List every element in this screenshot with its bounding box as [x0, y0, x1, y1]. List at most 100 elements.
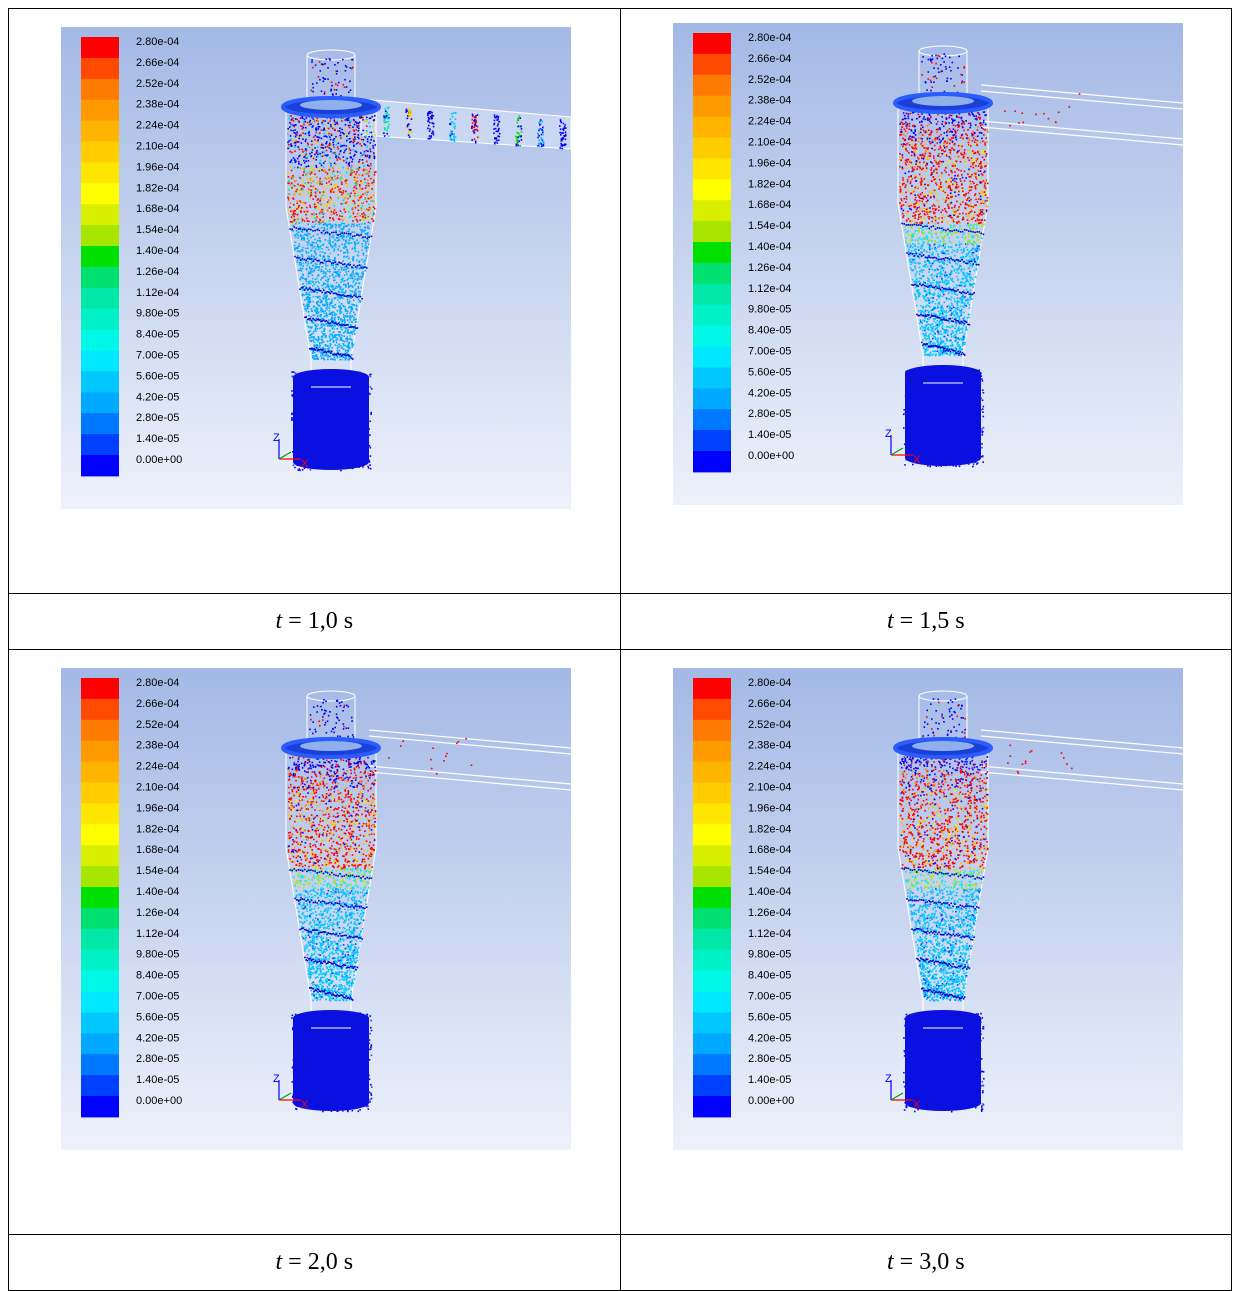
legend-label: 1.68e-04	[136, 203, 179, 215]
legend-swatch	[81, 121, 119, 142]
legend-label: 1.26e-04	[748, 262, 791, 274]
simulation-render: 2.80e-042.66e-042.52e-042.38e-042.24e-04…	[673, 23, 1183, 505]
legend-label: 2.38e-04	[136, 740, 179, 752]
legend-swatch	[81, 204, 119, 225]
legend-swatch	[693, 158, 731, 179]
legend-swatch	[693, 242, 731, 263]
legend-swatch	[81, 992, 119, 1013]
legend-swatch	[693, 1012, 731, 1033]
legend-swatch	[693, 762, 731, 783]
legend-label: 2.80e-04	[136, 677, 179, 689]
axis-z-label: Z	[273, 432, 280, 444]
legend-swatch	[693, 75, 731, 96]
legend-label: 1.26e-04	[136, 907, 179, 919]
axis-x-label: X	[913, 1099, 921, 1111]
legend-swatch	[81, 1033, 119, 1054]
legend-label: 9.80e-05	[748, 304, 791, 316]
inlet-collar	[283, 98, 379, 116]
axis-z-label: Z	[885, 428, 892, 440]
legend-label: 0.00e+00	[748, 450, 794, 462]
legend-label: 2.10e-04	[136, 141, 179, 153]
legend-swatch	[693, 451, 731, 472]
simulation-render: 2.80e-042.66e-042.52e-042.38e-042.24e-04…	[61, 27, 571, 509]
legend-swatch	[693, 866, 731, 887]
legend-swatch	[693, 971, 731, 992]
legend-label: 2.52e-04	[136, 78, 179, 90]
legend-label: 8.40e-05	[136, 970, 179, 982]
legend-label: 2.80e-05	[136, 1053, 179, 1065]
axis-x-label: X	[301, 458, 309, 470]
legend-label: 4.20e-05	[748, 1032, 791, 1044]
legend-swatch	[693, 950, 731, 971]
legend-label: 1.40e-05	[748, 1074, 791, 1086]
axis-x-label: X	[301, 1099, 309, 1111]
legend-label: 1.54e-04	[136, 865, 179, 877]
legend-swatch	[81, 246, 119, 267]
legend-swatch	[693, 1054, 731, 1075]
legend-swatch	[693, 803, 731, 824]
legend-label: 2.24e-04	[136, 761, 179, 773]
legend-swatch	[693, 720, 731, 741]
dust-hopper	[293, 1010, 369, 1111]
legend-swatch	[693, 845, 731, 866]
legend-swatch	[81, 699, 119, 720]
legend-label: 0.00e+00	[748, 1095, 794, 1107]
legend-label: 2.38e-04	[748, 95, 791, 107]
legend-swatch	[81, 762, 119, 783]
legend-swatch	[81, 434, 119, 455]
legend-swatch	[81, 908, 119, 929]
legend-label: 1.40e-04	[748, 241, 791, 253]
legend-swatch	[81, 720, 119, 741]
legend-label: 1.82e-04	[136, 823, 179, 835]
inlet-collar	[895, 94, 991, 112]
legend-label: 2.10e-04	[748, 137, 791, 149]
legend-label: 1.82e-04	[748, 178, 791, 190]
legend-label: 1.96e-04	[136, 802, 179, 814]
legend-label: 2.24e-04	[136, 120, 179, 132]
legend-label: 2.10e-04	[748, 782, 791, 794]
legend-swatch	[693, 1075, 731, 1096]
legend-swatch	[693, 305, 731, 326]
legend-label: 2.66e-04	[748, 698, 791, 710]
legend-swatch	[81, 1096, 119, 1117]
legend-label: 1.40e-04	[748, 886, 791, 898]
legend-label: 1.82e-04	[136, 182, 179, 194]
legend-label: 4.20e-05	[136, 391, 179, 403]
legend-label: 1.40e-04	[136, 886, 179, 898]
dust-hopper	[905, 1010, 981, 1111]
legend-swatch	[81, 330, 119, 351]
legend-swatch	[693, 678, 731, 699]
legend-swatch	[81, 887, 119, 908]
legend-label: 2.80e-05	[748, 1053, 791, 1065]
legend-swatch	[81, 79, 119, 100]
legend-label: 5.60e-05	[748, 366, 791, 378]
legend-swatch	[81, 741, 119, 762]
legend-swatch	[81, 267, 119, 288]
legend-swatch	[693, 783, 731, 804]
legend-swatch	[81, 455, 119, 476]
legend-swatch	[693, 33, 731, 54]
legend-swatch	[81, 866, 119, 887]
legend-label: 1.40e-05	[748, 429, 791, 441]
legend-label: 1.96e-04	[748, 802, 791, 814]
legend-swatch	[693, 699, 731, 720]
legend-swatch	[693, 347, 731, 368]
legend-swatch	[81, 100, 119, 121]
legend-label: 7.00e-05	[136, 350, 179, 362]
legend-label: 1.12e-04	[748, 283, 791, 295]
legend-swatch	[693, 221, 731, 242]
axis-z-label: Z	[273, 1073, 280, 1085]
legend-label: 1.40e-05	[136, 1074, 179, 1086]
legend-swatch	[693, 284, 731, 305]
legend-label: 2.66e-04	[136, 698, 179, 710]
dust-hopper	[293, 369, 369, 470]
legend-swatch	[693, 1033, 731, 1054]
legend-label: 2.24e-04	[748, 761, 791, 773]
legend-swatch	[693, 96, 731, 117]
legend-label: 0.00e+00	[136, 1095, 182, 1107]
legend-swatch	[693, 430, 731, 451]
legend-label: 2.80e-05	[136, 412, 179, 424]
legend-label: 1.82e-04	[748, 823, 791, 835]
legend-swatch	[81, 803, 119, 824]
